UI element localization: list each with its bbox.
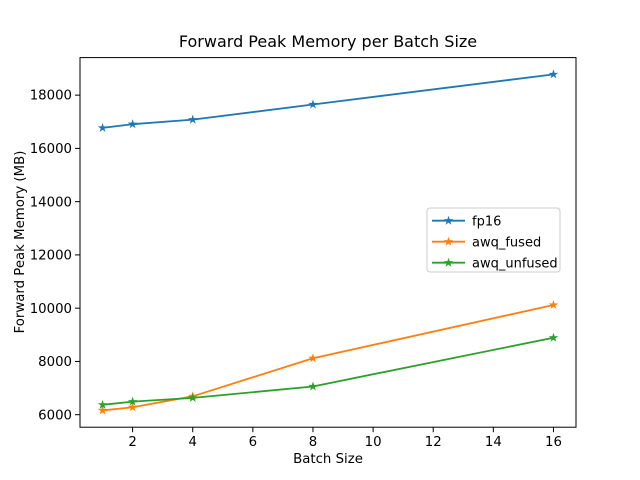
marker-star-awq_fused [548,299,559,310]
legend-marker-awq_fused [443,236,454,246]
marker-star-fp16 [97,122,108,132]
legend-marker-awq_unfused [443,257,454,267]
y-tick-label: 16000 [30,142,72,157]
y-tick-label: 6000 [38,408,72,423]
x-tick-label: 2 [128,435,136,450]
x-tick-label: 10 [365,435,382,450]
marker-star-fp16 [127,119,138,129]
y-tick-label: 18000 [30,89,72,104]
legend-frame [426,207,561,273]
x-tick-label: 6 [249,435,257,450]
y-tick-label: 10000 [30,302,72,317]
marker-star-awq_unfused [187,392,198,402]
series-line-awq_unfused [102,336,554,406]
y-tick-label: 12000 [30,249,72,264]
legend-label-awq_fused: awq_fused [472,235,541,250]
y-tick-label: 14000 [30,195,72,210]
x-tick-label: 4 [188,435,196,450]
marker-star-awq_fused [97,405,108,415]
x-tick-label: 12 [425,435,442,450]
marker-star-awq_unfused [548,332,559,342]
legend-label-fp16: fp16 [472,214,501,229]
x-tick-label: 8 [309,435,317,450]
y-axis-label: Forward Peak Memory (MB) [13,150,28,334]
x-tick-label: 14 [485,435,502,450]
x-axis-label: Batch Size [293,452,363,467]
y-tick-label: 8000 [38,355,72,370]
marker-star-awq_fused [127,402,138,412]
marker-star-awq_unfused [308,381,318,391]
marker-star-awq_unfused [127,396,138,406]
marker-star-fp16 [187,114,198,124]
marker-star-fp16 [548,69,559,79]
series-line-awq_fused [102,304,554,412]
marker-star-fp16 [308,99,318,109]
legend-label-awq_unfused: awq_unfused [472,256,558,271]
series-line-fp16 [102,73,554,129]
plot-frame [79,57,577,428]
chart-title: Forward Peak Memory per Batch Size [178,32,478,51]
marker-star-awq_unfused [97,399,108,409]
legend-marker-fp16 [443,215,454,225]
marker-star-awq_fused [308,353,318,363]
x-tick-label: 16 [545,435,562,450]
